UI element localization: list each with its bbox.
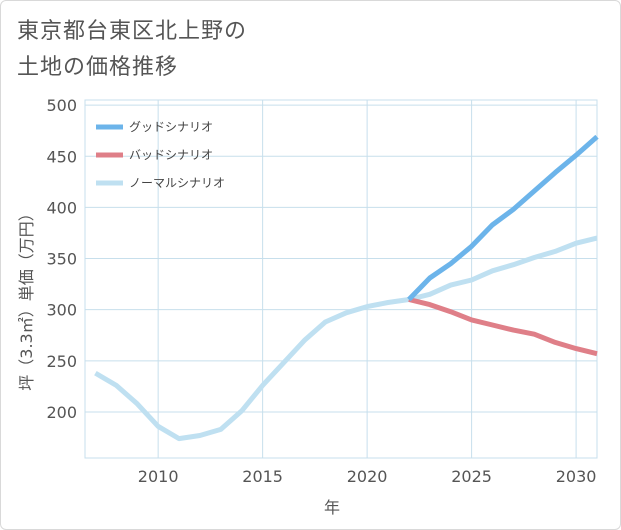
x-tick-label: 2020 [347, 467, 388, 486]
y-tick-label: 250 [46, 352, 77, 371]
chart-title-line-2: 土地の価格推移 [17, 55, 179, 80]
y-axis-ticks: 200 250 300 350 400 450 500 [46, 96, 77, 422]
chart-title-line-1: 東京都台東区北上野の [17, 19, 248, 44]
plot-area [84, 99, 598, 459]
x-axis-title: 年 [324, 498, 340, 517]
chart-title: 東京都台東区北上野の 土地の価格推移 [17, 14, 247, 86]
series-line-good [407, 134, 599, 302]
y-axis-title: 坪（3.3㎡）単価（万円） [17, 205, 36, 390]
x-tick-label: 2010 [138, 467, 179, 486]
y-tick-label: 400 [46, 198, 77, 217]
x-axis-ticks: 2010 2015 2020 2025 2030 [138, 467, 597, 486]
legend-label: バッドシナリオ [129, 148, 213, 162]
series-line-bad [408, 297, 598, 357]
grid-lines [84, 99, 598, 459]
series-lines [94, 134, 599, 442]
x-tick-label: 2025 [451, 467, 492, 486]
y-tick-label: 200 [46, 403, 77, 422]
legend-label: ノーマルシナリオ [129, 176, 225, 190]
y-tick-label: 300 [46, 301, 77, 320]
x-tick-label: 2015 [242, 467, 283, 486]
x-tick-label: 2030 [556, 467, 597, 486]
y-tick-label: 500 [46, 96, 77, 115]
y-tick-label: 350 [46, 250, 77, 269]
y-tick-label: 450 [46, 147, 77, 166]
series-line-normal [94, 235, 598, 442]
legend-label: グッドシナリオ [129, 120, 213, 134]
